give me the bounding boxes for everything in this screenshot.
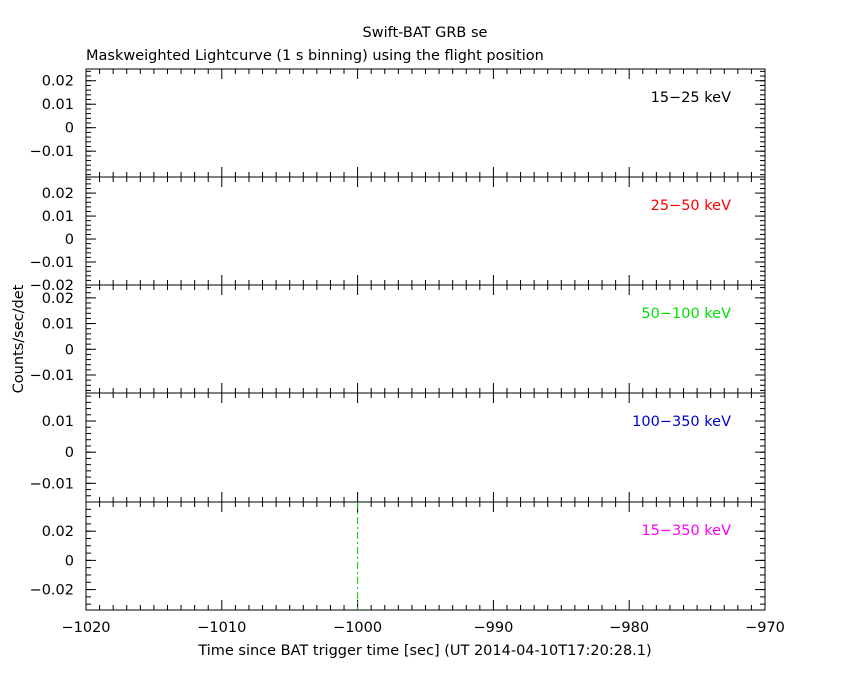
panel-frame [85, 68, 766, 178]
x-tick-labels: −1020 −1010 −1000 −990 −980 −970 [61, 620, 784, 636]
band-label: 100−350 keV [632, 414, 731, 430]
y-tick-label: 0 [65, 553, 74, 569]
y-tick-label: 0.02 [42, 186, 74, 202]
y-tick-label: 0 [65, 232, 74, 248]
band-label: 50−100 keV [641, 306, 731, 322]
y-tick-label: −0.01 [30, 144, 74, 160]
panel-frame [85, 501, 766, 611]
y-tick-label: 0.01 [42, 317, 74, 333]
y-tick-label: 0 [65, 445, 74, 461]
x-axis-label: Time since BAT trigger time [sec] (UT 20… [197, 643, 651, 659]
band-label: 15−350 keV [641, 523, 731, 539]
panel-1: 0.02 0.01 0 −0.01 15−25 keV [30, 68, 766, 178]
panels-group: 0.02 0.01 0 −0.01 15−25 keV 0.02 0.01 0 −0.01 −0.… [30, 68, 766, 611]
panel-4: 0.01 0 −0.01 100−350 keV [30, 392, 766, 503]
y-tick-label: 0.01 [42, 97, 74, 113]
x-tick-label: −1010 [197, 620, 246, 636]
chart-subtitle: Maskweighted Lightcurve (1 s binning) us… [86, 48, 544, 64]
x-tick-label: −1000 [333, 620, 382, 636]
y-tick-label: −0.01 [30, 368, 74, 384]
y-tick-label: −0.01 [30, 255, 74, 271]
x-tick-label: −980 [609, 620, 649, 636]
y-tick-label: 0.02 [42, 524, 74, 540]
y-tick-label: 0.01 [42, 414, 74, 430]
panel-3: 0.02 0.01 0 −0.01 50−100 keV [30, 284, 766, 394]
y-tick-label: −0.02 [30, 278, 74, 294]
panel-frame [85, 284, 766, 394]
y-tick-label: 0.01 [42, 209, 74, 225]
y-axis-label: Counts/sec/det [11, 284, 27, 393]
x-tick-label: −1020 [61, 620, 110, 636]
panel-frame [85, 392, 766, 503]
y-tick-label: −0.02 [30, 583, 74, 599]
y-tick-label: 0 [65, 121, 74, 137]
y-tick-label: −0.01 [30, 476, 74, 492]
x-tick-label: −970 [745, 620, 785, 636]
chart-title: Swift-BAT GRB se [363, 25, 488, 41]
panel-2: 0.02 0.01 0 −0.01 −0.02 25−50 keV [30, 176, 766, 294]
panel-5: 0.02 0 −0.02 15−350 keV [30, 501, 766, 611]
panel-frame [85, 176, 766, 286]
band-label: 25−50 keV [651, 198, 731, 214]
band-label: 15−25 keV [651, 90, 731, 106]
x-tick-label: −990 [473, 620, 513, 636]
y-tick-label: 0 [65, 342, 74, 358]
y-tick-label: 0.02 [42, 74, 74, 90]
y-tick-label: 0.02 [42, 291, 74, 307]
